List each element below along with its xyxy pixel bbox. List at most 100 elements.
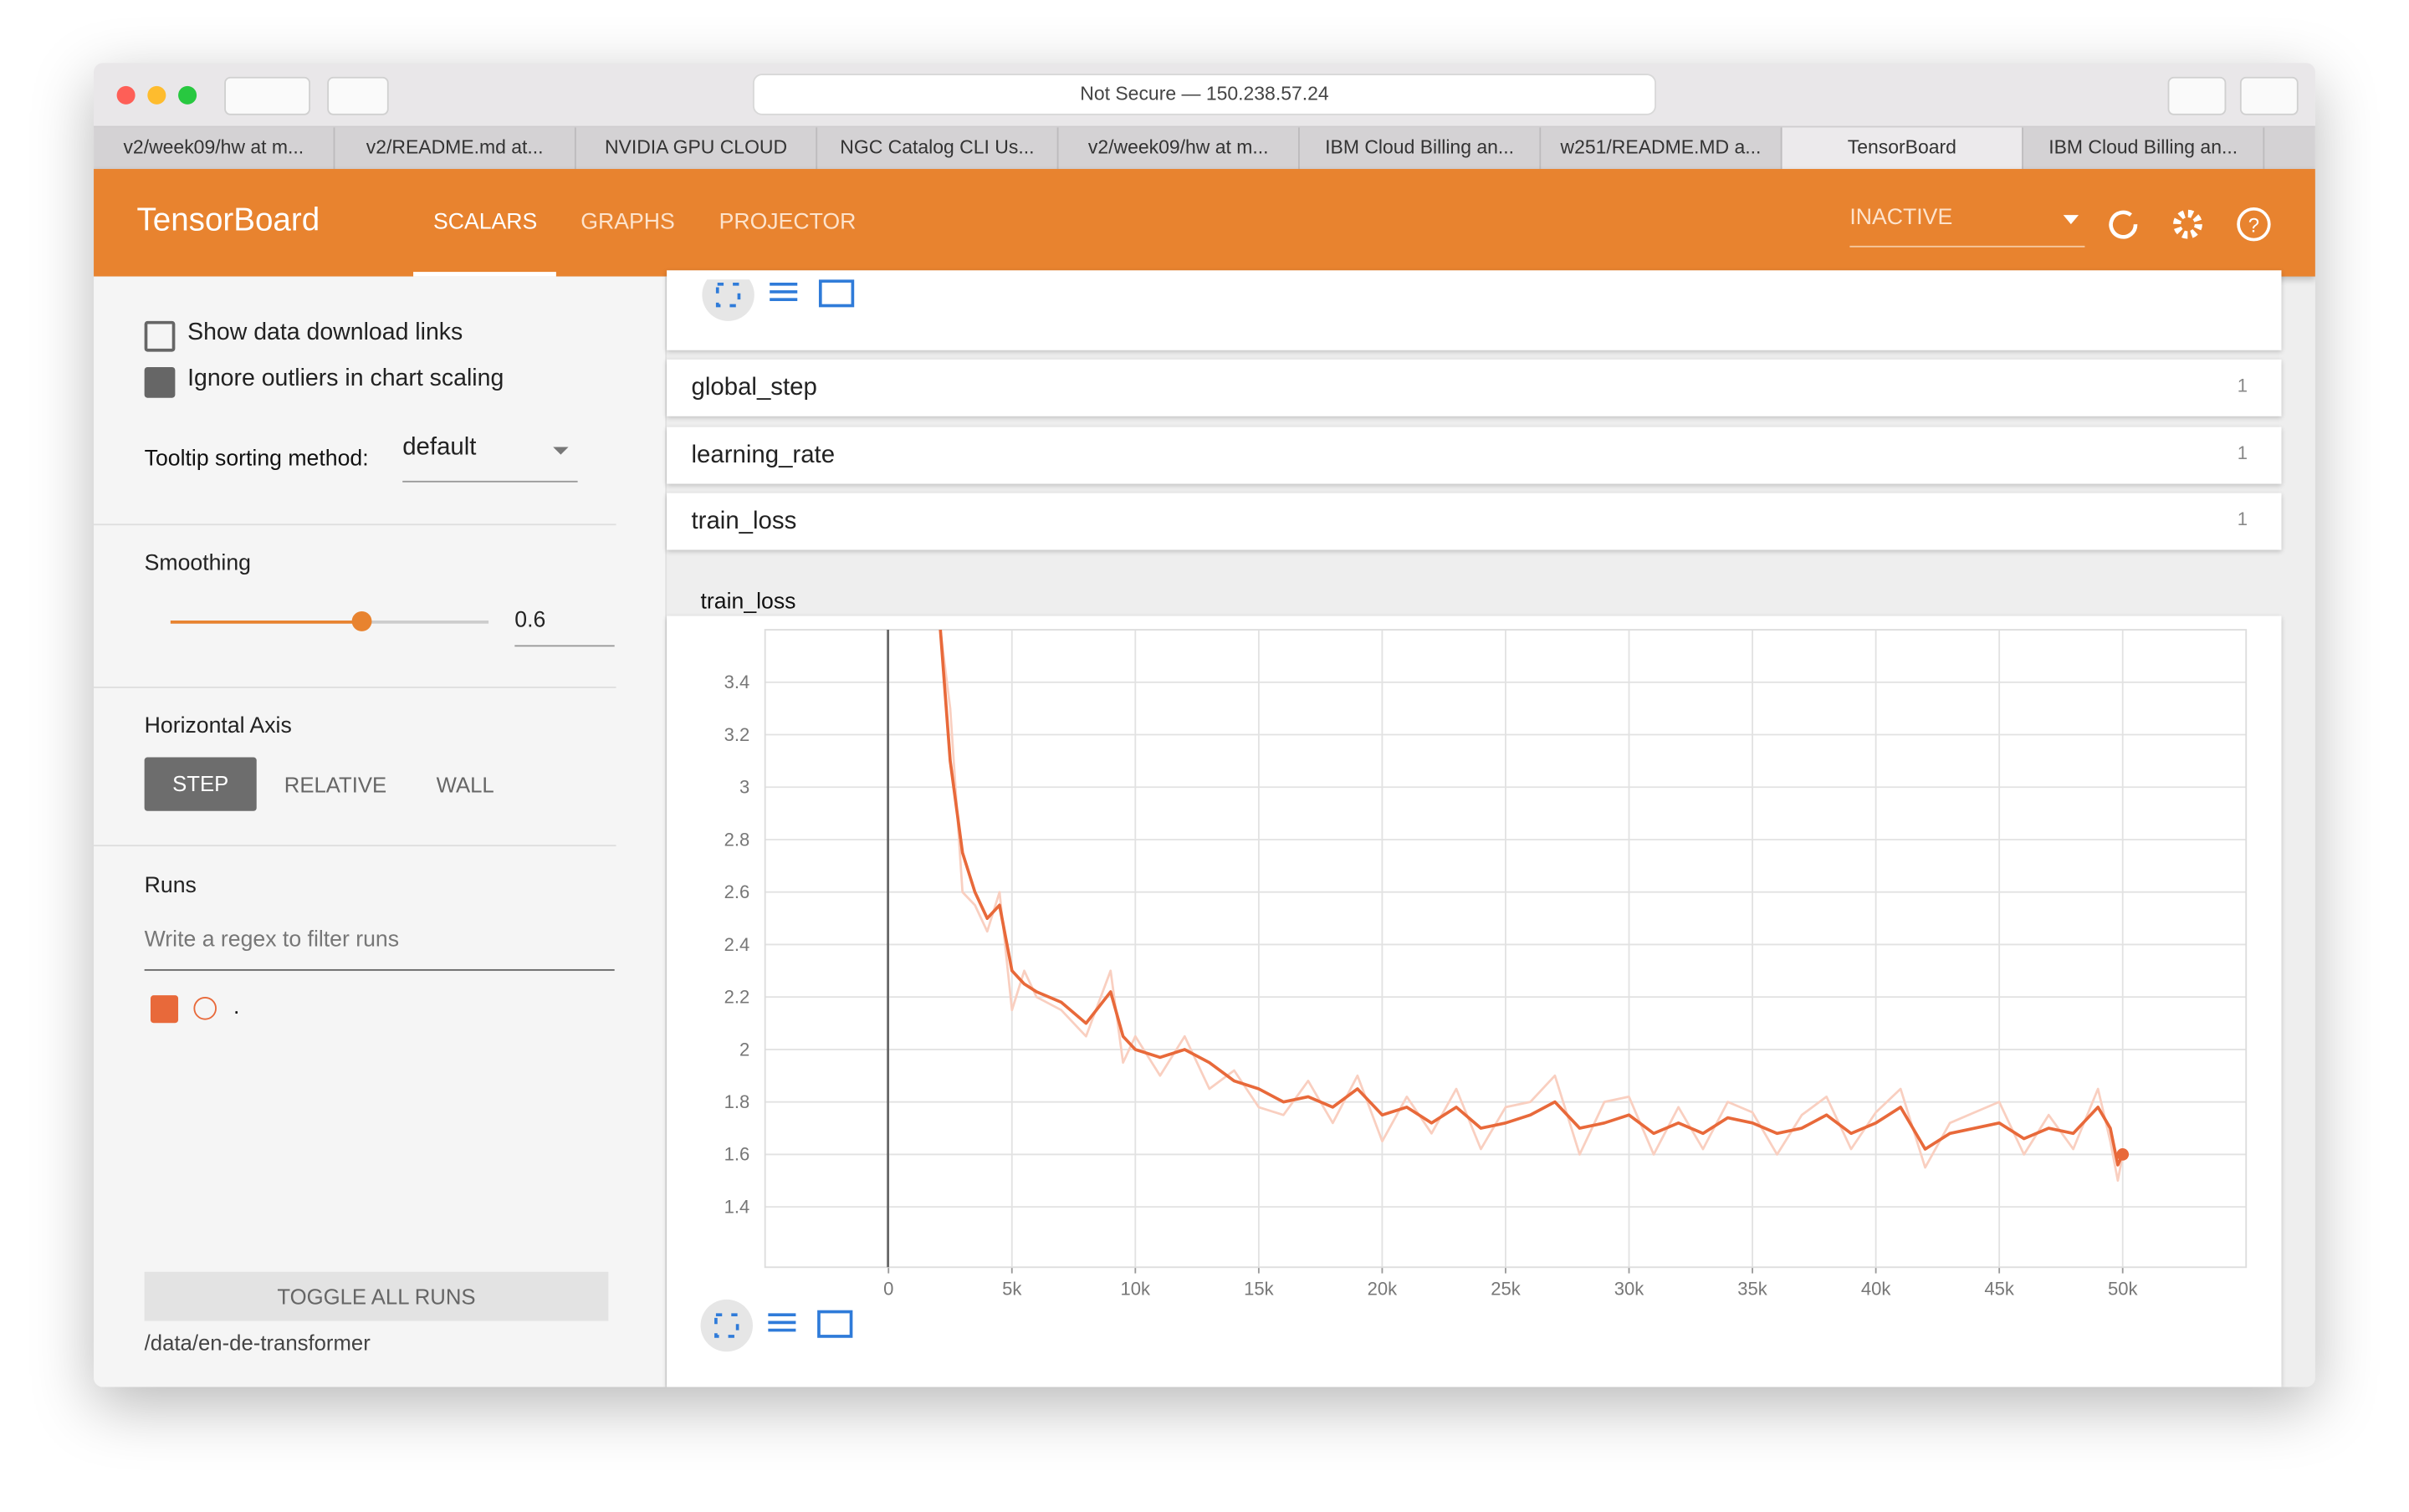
smoothing-value: 0.6 [514, 608, 546, 633]
card-count: 1 [2237, 442, 2248, 463]
address-bar[interactable]: Not Secure — 150.238.57.24 [754, 74, 1655, 114]
header-icons: ? [2109, 207, 2271, 242]
browser-tab[interactable]: w251/README.MD a... [1541, 127, 1782, 170]
section-label: Smoothing [144, 551, 251, 576]
y-tick-label: 1.4 [724, 1196, 750, 1217]
axis-option-selected[interactable]: STEP [144, 757, 257, 811]
logdir: /data/en-de-transformer [144, 1330, 371, 1355]
browser-tab[interactable]: IBM Cloud Billing an... [2023, 127, 2265, 170]
chart-card [667, 616, 2282, 1387]
y-tick-label: 3.2 [724, 724, 750, 745]
section-label: Horizontal Axis [144, 714, 292, 739]
card-name: learning_rate [691, 442, 836, 468]
toggle-runs-button[interactable]: TOGGLE ALL RUNS [144, 1271, 609, 1321]
x-tick-label: 5k [1002, 1278, 1022, 1299]
x-tick-label: 25k [1491, 1278, 1522, 1299]
browser-window: Not Secure — 150.238.57.24 v2/week09/hw … [94, 63, 2315, 1387]
tag-card[interactable]: train_loss 1 [667, 493, 2282, 550]
title-bar: Not Secure — 150.238.57.24 [94, 63, 2315, 128]
nav-tab[interactable]: SCALARS [432, 210, 538, 236]
help-icon[interactable] [2237, 207, 2271, 242]
smoothing-input[interactable]: 0.6 [514, 608, 615, 647]
chart-toolbar [700, 1299, 853, 1352]
y-tick-label: 2.6 [724, 881, 750, 902]
card [667, 270, 2282, 350]
browser-tab[interactable]: IBM Cloud Billing an... [1300, 127, 1542, 170]
axis-option[interactable]: RELATIVE [284, 772, 387, 798]
end-point [2116, 1148, 2130, 1161]
x-tick-label: 15k [1244, 1278, 1275, 1299]
y-tick-label: 1.8 [724, 1091, 750, 1112]
y-tick-label: 2 [739, 1039, 749, 1060]
card-count: 1 [2237, 508, 2248, 530]
share-button[interactable] [2167, 76, 2227, 115]
card-name: train_loss [691, 508, 797, 535]
x-tick-label: 0 [883, 1278, 893, 1299]
zoom-button[interactable] [178, 85, 197, 105]
axis-option[interactable]: WALL [436, 772, 494, 798]
status-dropdown[interactable]: INACTIVE [1849, 206, 2085, 248]
section-label: Runs [144, 874, 197, 899]
card-count: 1 [2237, 375, 2248, 396]
checkbox-checked[interactable] [144, 366, 176, 398]
separator [94, 845, 616, 847]
raw-line [939, 630, 2125, 1183]
sidebar: Show data download links Ignore outliers… [94, 276, 667, 1387]
y-tick-label: 2.2 [724, 987, 750, 1008]
tooltip-label: Tooltip sorting method: [144, 447, 369, 472]
app-title: TensorBoard [136, 202, 320, 238]
browser-tab[interactable]: TensorBoard [1782, 127, 2023, 170]
run-name: . [233, 994, 240, 1019]
y-tick-label: 1.6 [724, 1144, 750, 1165]
svg-text:?: ? [2248, 214, 2259, 237]
close-button[interactable] [116, 85, 136, 105]
status-text: INACTIVE [1849, 206, 1953, 231]
tag-card[interactable]: global_step 1 [667, 359, 2282, 416]
tag-card[interactable]: learning_rate 1 [667, 426, 2282, 483]
browser-tab[interactable]: v2/week09/hw at m... [94, 127, 335, 170]
x-tick-label: 45k [1984, 1278, 2015, 1299]
x-tick-label: 35k [1737, 1278, 1768, 1299]
reload-icon[interactable] [2109, 210, 2138, 239]
chart-toolbar [702, 279, 855, 321]
browser-tab[interactable]: NVIDIA GPU CLOUD [576, 127, 818, 170]
separator [94, 687, 616, 688]
main-panel: global_step 1 learning_rate 1 train_loss 1 [667, 270, 2315, 1387]
back-forward[interactable] [224, 76, 311, 115]
y-tick-label: 2.8 [724, 829, 750, 850]
option-label: Ignore outliers in chart scaling [187, 365, 504, 392]
settings-icon[interactable] [2173, 209, 2202, 239]
sidebar-button[interactable] [327, 76, 389, 115]
app-header: TensorBoard SCALARS GRAPHS PROJECTOR INA… [94, 169, 2315, 277]
separator [94, 524, 616, 526]
nav-underline [413, 272, 556, 277]
tab-bar: v2/week09/hw at m... v2/README.md at... NV… [94, 127, 2315, 170]
option-label: Show data download links [187, 319, 463, 346]
checkbox[interactable] [144, 320, 176, 352]
card-name: global_step [691, 375, 817, 401]
x-tick-label: 30k [1614, 1278, 1645, 1299]
x-tick-label: 10k [1121, 1278, 1152, 1299]
tabs-button[interactable] [2239, 76, 2299, 115]
runs-filter[interactable]: Write a regex to filter runs [144, 927, 615, 971]
x-tick-label: 50k [2108, 1278, 2139, 1299]
minimize-button[interactable] [147, 85, 166, 105]
y-tick-label: 3 [739, 777, 749, 798]
run-radio[interactable] [193, 997, 217, 1020]
nav-tab[interactable]: GRAPHS [581, 210, 675, 236]
browser-tab[interactable]: NGC Catalog CLI Us... [817, 127, 1059, 170]
tooltip-dropdown[interactable]: default [402, 435, 578, 483]
nav-tab[interactable]: PROJECTOR [719, 210, 857, 236]
run-checkbox[interactable] [150, 995, 179, 1024]
x-tick-label: 20k [1368, 1278, 1399, 1299]
slider-knob[interactable] [351, 611, 371, 631]
chart-title: train_loss [701, 588, 796, 613]
x-tick-label: 40k [1861, 1278, 1892, 1299]
browser-tab[interactable]: v2/README.md at... [335, 127, 576, 170]
plot-border [764, 629, 2248, 1269]
smoothed-line [939, 630, 2125, 1167]
browser-tab[interactable]: v2/week09/hw at m... [1058, 127, 1300, 170]
